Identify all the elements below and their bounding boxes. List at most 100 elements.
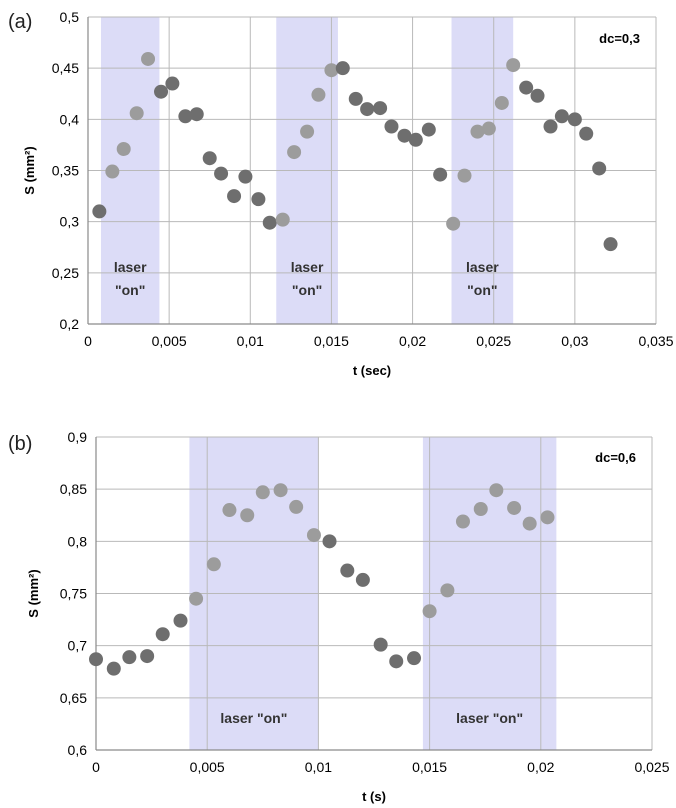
chart-0-series-0-point-30 [457,168,472,183]
chart-1-series-0-point-20 [422,604,437,619]
chart-0-series-0-point-18 [311,87,326,102]
chart-0-series-0-point-17 [300,124,315,139]
chart-0-series-0-point-14 [262,215,277,230]
chart-1-x-tick-label-3: 0,015 [412,759,447,775]
chart-1-series-0-point-24 [489,483,504,498]
chart-1-series-0-point-2 [122,650,137,665]
chart-0-series-0-point-1 [105,164,120,179]
chart-0-series-0-point-25 [397,128,412,143]
chart-0-band-label-0-1: "on" [115,282,145,298]
chart-0-series-0-point-28 [433,167,448,182]
chart-0-series-0-point-0 [92,204,107,219]
chart-0-x-tick-label-3: 0,015 [314,333,349,349]
chart-1-y-tick-label-4: 0,8 [68,533,88,549]
chart-1-series-0-point-19 [407,651,422,666]
chart-1-group: 0,6 0,65 0,7 0,75 0,8 0,85 0,9 0 0,005 0,01 0,015 0… [8,429,670,804]
chart-0-series-0-point-34 [506,58,521,73]
chart-0-series-0-point-10 [214,166,229,181]
chart-0-series-0-point-26 [408,132,423,147]
chart-1-series-0-point-21 [440,583,455,598]
chart-0-series-0-point-5 [154,84,169,99]
chart-1-series-0-point-16 [355,572,370,587]
chart-1-series-0-point-26 [522,516,537,531]
chart-0-series-0-point-12 [238,169,253,184]
chart-1-y-axis-label: S (mm²) [26,569,41,617]
chart-1-x-axis-label: t (s) [362,789,386,804]
chart-0-x-tick-label-2: 0,01 [237,333,264,349]
chart-1-panel-label: (b) [8,433,32,455]
chart-1-series-0-point-18 [389,654,404,669]
chart-0-series-0-point-11 [227,189,242,204]
chart-0-series-0-point-2 [116,142,131,157]
chart-0-series-0-point-3 [129,106,144,121]
chart-0-series-0-point-37 [543,119,558,134]
chart-0-series-0-point-42 [603,237,618,252]
chart-0-x-axis-label: t (sec) [353,363,391,378]
chart-1-series-0-point-15 [340,563,355,578]
chart-1-y-tick-label-5: 0,85 [60,481,87,497]
chart-1-x-tick-label-5: 0,025 [634,759,669,775]
chart-0-y-tick-label-0: 0,2 [60,316,80,332]
chart-1-series-0-point-3 [140,649,155,664]
chart-0-series-0-point-7 [178,109,193,124]
chart-1-series-0-point-17 [373,637,388,652]
chart-0-series-0-point-15 [275,212,290,227]
chart-0-band-label-1-0: laser [291,259,324,275]
chart-1-series-0-point-7 [206,557,221,572]
chart-0-series-0-point-36 [530,88,545,103]
chart-0-y-tick-label-2: 0,3 [60,214,80,230]
chart-0-x-tick-label-4: 0,02 [399,333,426,349]
chart-1-series-0-point-13 [306,528,321,543]
chart-1-series-0-point-25 [507,500,522,515]
chart-1-series-0-point-23 [473,501,488,516]
chart-0-series-0-point-41 [592,161,607,176]
chart-0-series-0-point-21 [348,91,363,106]
chart-0-series-0-point-13 [251,192,266,207]
chart-1-band-label-1-0: laser "on" [456,710,523,726]
chart-0-series-0-point-6 [165,76,180,91]
chart-0-series-0-point-38 [554,109,569,124]
chart-1-y-tick-label-2: 0,7 [68,638,88,654]
chart-0-x-tick-label-6: 0,03 [561,333,588,349]
chart-0-y-tick-label-6: 0,5 [60,9,80,25]
chart-0-x-tick-label-1: 0,005 [152,333,187,349]
chart-0-series-0-point-16 [287,145,302,160]
chart-0-series-0-point-27 [421,122,436,137]
chart-1-annotation: dc=0,6 [595,450,636,465]
chart-0-series-0-point-24 [384,119,399,134]
chart-1-band-label-0-0: laser "on" [220,710,287,726]
chart-0-series-0-point-22 [360,102,375,117]
chart-1-x-tick-label-2: 0,01 [305,759,332,775]
chart-1-series-0-point-10 [255,485,270,500]
chart-0-band-label-2-0: laser [466,259,499,275]
chart-0-series-0-point-35 [519,80,534,95]
chart-1-series-0-point-22 [455,514,470,529]
chart-0-series-0-point-32 [481,121,496,136]
chart-1-series-0-point-0 [89,652,103,667]
chart-0-band-label-2-1: "on" [467,282,497,298]
chart-0-annotation: dc=0,3 [599,31,640,46]
chart-1-series-0-point-4 [155,627,170,642]
chart-0-series-0-point-40 [579,126,594,141]
chart-1-series-0-point-5 [173,613,188,628]
chart-0-x-tick-label-5: 0,025 [476,333,511,349]
chart-0-y-tick-label-5: 0,45 [52,60,79,76]
chart-1-y-tick-label-6: 0,9 [68,429,88,445]
chart-1-x-tick-label-1: 0,005 [190,759,225,775]
chart-1-y-tick-label-0: 0,6 [68,742,88,758]
chart-1-x-tick-label-4: 0,02 [527,759,554,775]
chart-1-series-0-point-11 [273,483,288,498]
chart-1-series-0-point-8 [222,503,237,518]
chart-0-series-0-point-4 [141,51,156,66]
chart-0-series-0-point-20 [335,61,350,76]
chart-1-series-0-point-14 [322,534,337,549]
chart-0-y-tick-label-1: 0,25 [52,265,79,281]
chart-1-y-tick-label-3: 0,75 [60,586,87,602]
chart-0-y-tick-label-3: 0,35 [52,163,79,179]
chart-0-y-axis-label: S (mm²) [22,146,37,194]
chart-0-band-label-1-1: "on" [292,282,322,298]
chart-0-series-0-point-39 [567,112,582,127]
chart-1-series-0-point-9 [240,508,255,523]
chart-0-group: 0,2 0,25 0,3 0,35 0,4 0,45 0,5 0 0,005 0,01 0,015 0… [8,9,674,378]
